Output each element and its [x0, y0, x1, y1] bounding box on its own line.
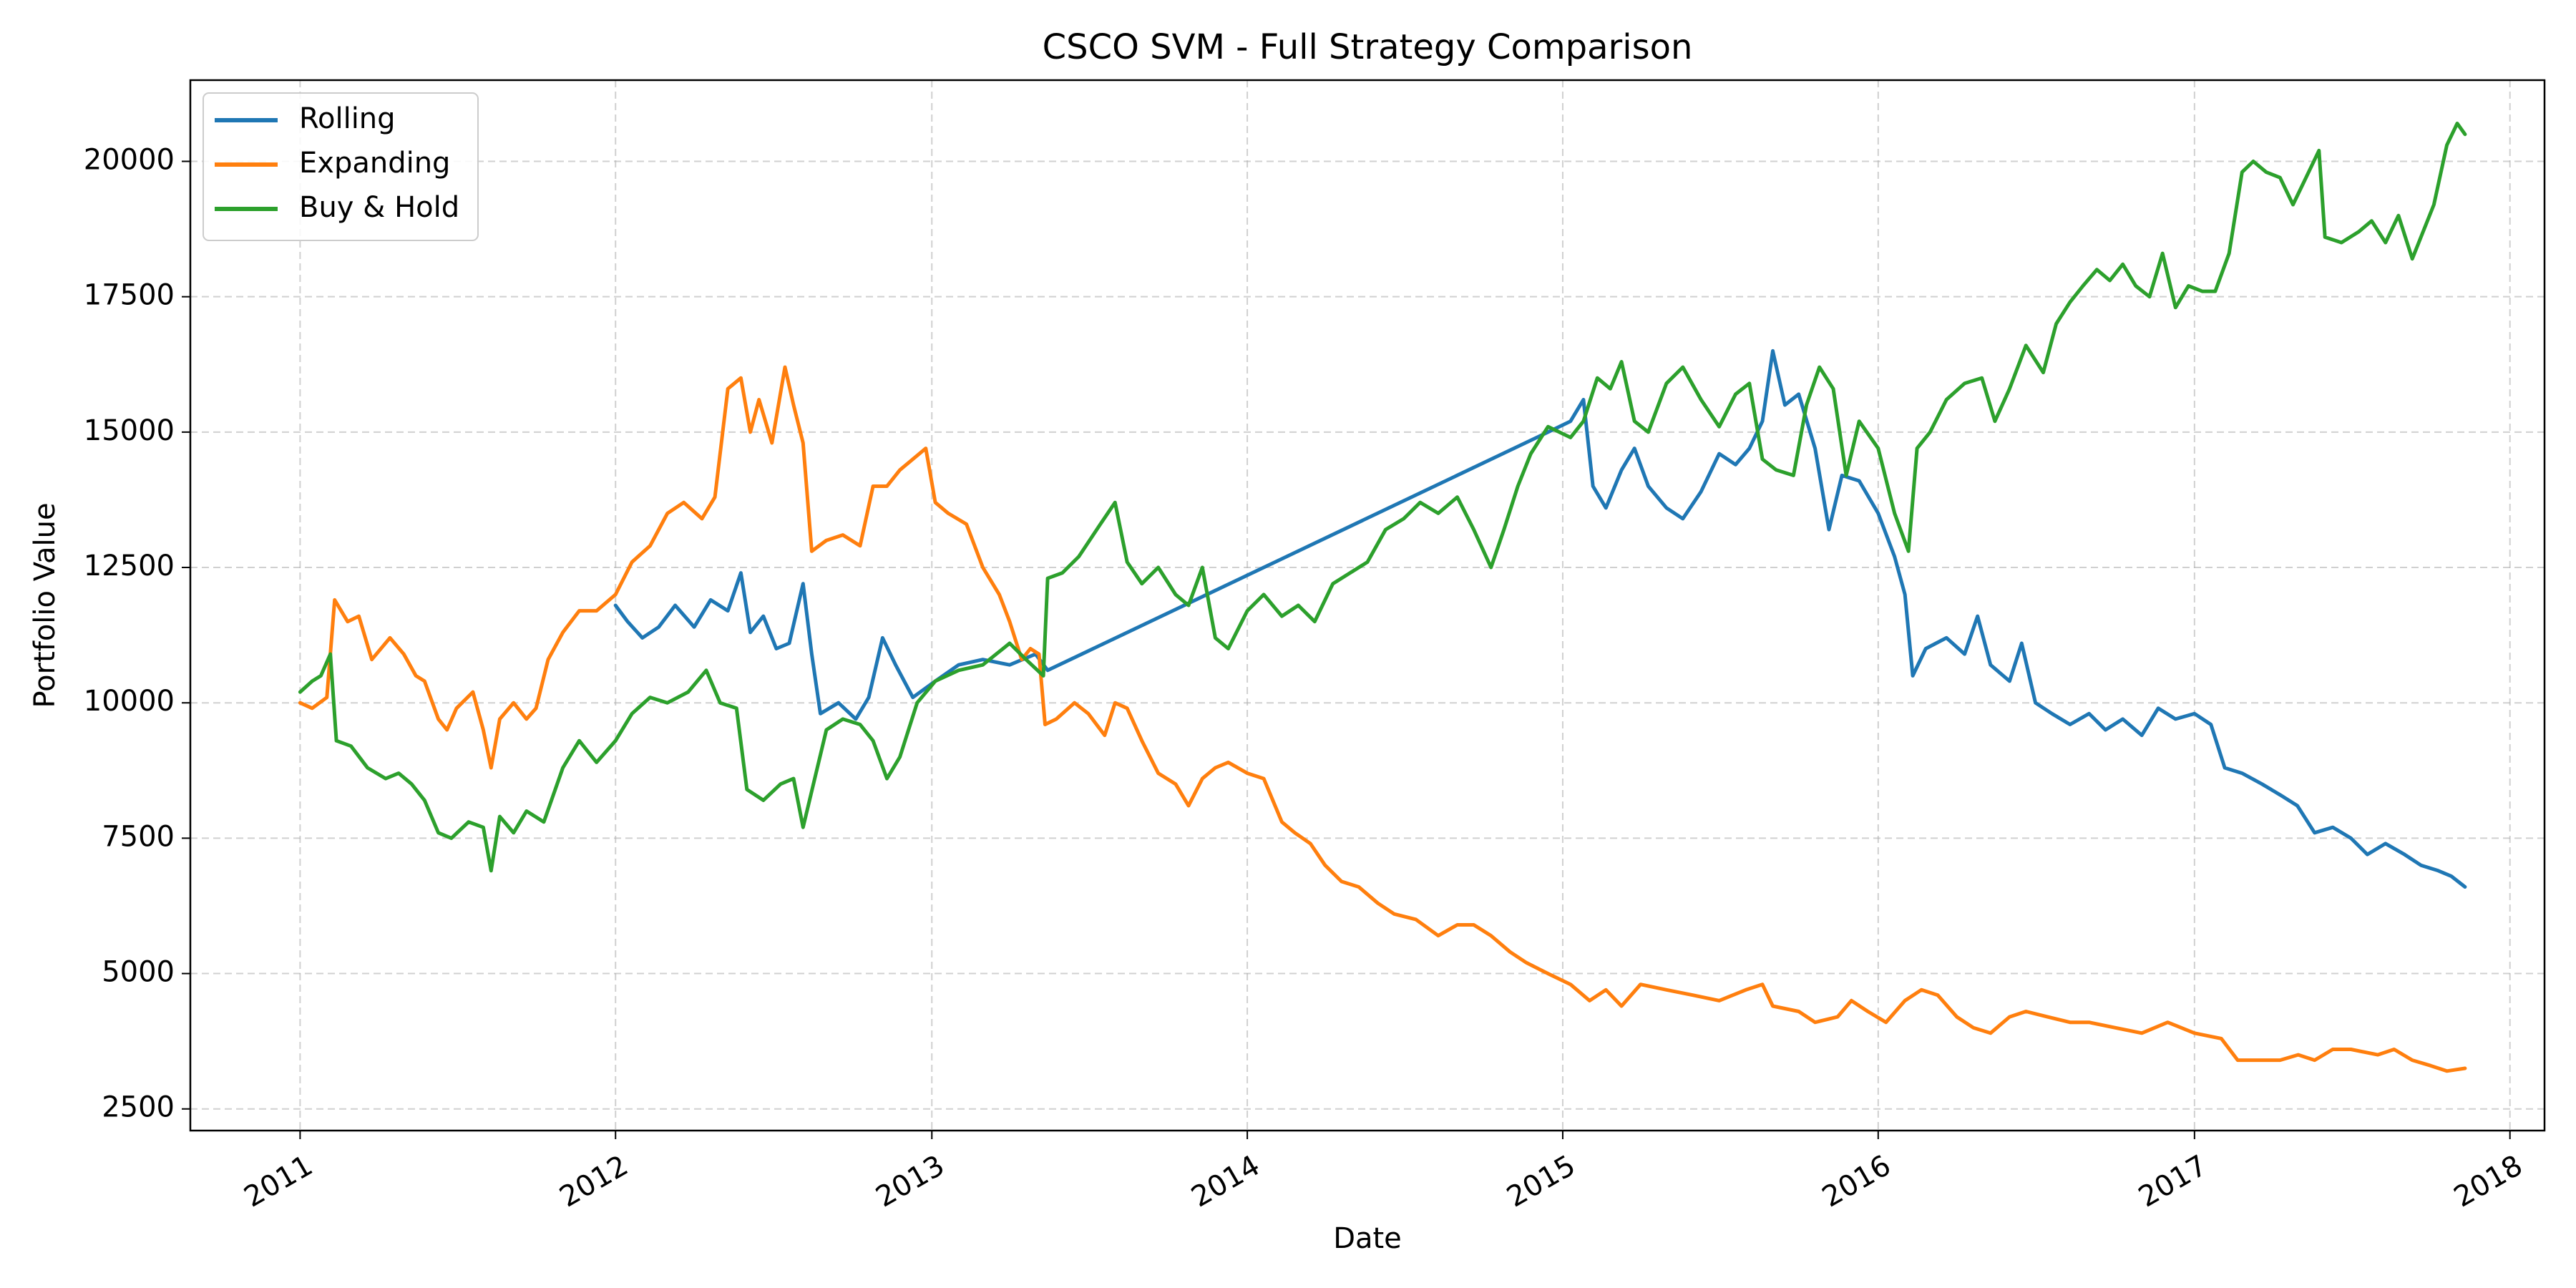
y-tick-label: 7500 [102, 820, 175, 853]
y-tick-label: 17500 [84, 279, 175, 312]
series-line-expanding [298, 365, 2467, 1073]
y-axis-label: Portfolio Value [29, 502, 62, 708]
y-tick-label: 2500 [102, 1091, 175, 1124]
plot-frame [189, 79, 2546, 1132]
legend-label: Rolling [299, 102, 396, 135]
y-tick-label: 15000 [84, 414, 175, 447]
y-tick-label: 10000 [84, 685, 175, 718]
x-axis-label: Date [1333, 1222, 1402, 1255]
y-axis-ticks: 2500 5000 7500 10000 12500 15000 17500 20000 [84, 144, 190, 1124]
legend-box [203, 92, 479, 241]
grid [190, 80, 2545, 1131]
legend: Rolling Expanding Buy & Hold [203, 92, 479, 241]
chart-title: CSCO SVM - Full Strategy Comparison [1043, 27, 1693, 67]
legend-label: Expanding [299, 147, 450, 180]
legend-label: Buy & Hold [299, 191, 459, 224]
y-tick-label: 12500 [84, 550, 175, 582]
series-line-rolling [613, 348, 2467, 889]
series-line-buy-hold [298, 122, 2467, 873]
y-tick-label: 20000 [84, 144, 175, 177]
y-tick-label: 5000 [102, 956, 175, 989]
series-lines [298, 122, 2467, 1073]
